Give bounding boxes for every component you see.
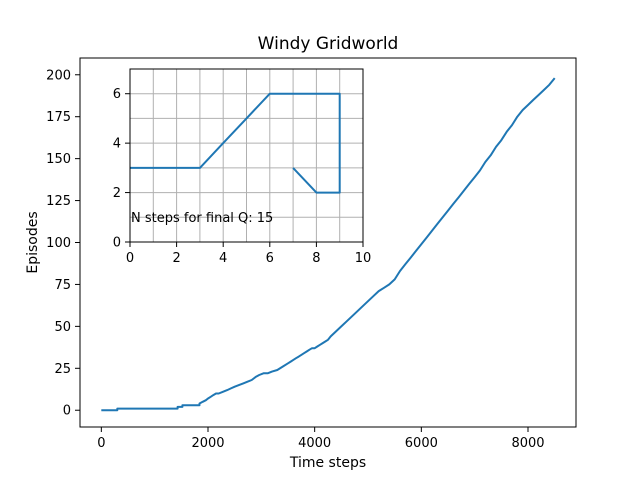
inset-y-tick-label: 2: [113, 186, 121, 201]
x-tick-label: 4000: [298, 436, 331, 451]
x-tick-label: 6000: [405, 436, 438, 451]
inset-chart: 0 2 4 6 8 10 0 2 4 6 N steps for final Q: 15: [113, 68, 372, 266]
x-tick-label: 2000: [191, 436, 224, 451]
inset-x-tick-label: 0: [126, 251, 134, 266]
inset-y-tick-label: 4: [113, 137, 121, 152]
y-axis-label: Episodes: [25, 211, 41, 273]
y-tick-label: 100: [46, 236, 71, 251]
y-tick-label: 25: [54, 362, 71, 377]
inset-x-tick-label: 2: [172, 251, 180, 266]
y-tick-label: 50: [54, 320, 71, 335]
y-tick-label: 0: [63, 404, 71, 419]
main-plot-frame: [79, 57, 577, 428]
x-tick-label: 0: [97, 436, 105, 451]
series-line-episodes: [101, 77, 556, 412]
chart-title: Windy Gridworld: [258, 34, 399, 54]
y-tick-label: 150: [46, 152, 71, 167]
inset-axis-ticks: 0 2 4 6 8 10 0 2 4 6: [113, 87, 372, 266]
y-tick-label: 75: [54, 278, 71, 293]
inset-x-tick-label: 4: [219, 251, 227, 266]
inset-x-tick-label: 8: [312, 251, 320, 266]
x-axis-label: Time steps: [289, 455, 366, 471]
y-tick-label: 175: [46, 110, 71, 125]
inset-plot-frame: [129, 68, 364, 243]
y-tick-label: 200: [46, 68, 71, 83]
series-line-inset-path: [130, 92, 341, 194]
x-tick-label: 8000: [511, 436, 544, 451]
inset-annotation: N steps for final Q: 15: [131, 211, 273, 226]
main-chart: Windy Gridworld 0 2000 4000 6000 80000255075…: [25, 34, 577, 471]
inset-y-tick-label: 6: [113, 87, 121, 102]
inset-y-tick-label: 0: [113, 236, 121, 251]
y-tick-label: 125: [46, 194, 71, 209]
inset-x-tick-label: 6: [266, 251, 274, 266]
inset-x-tick-label: 10: [355, 251, 372, 266]
